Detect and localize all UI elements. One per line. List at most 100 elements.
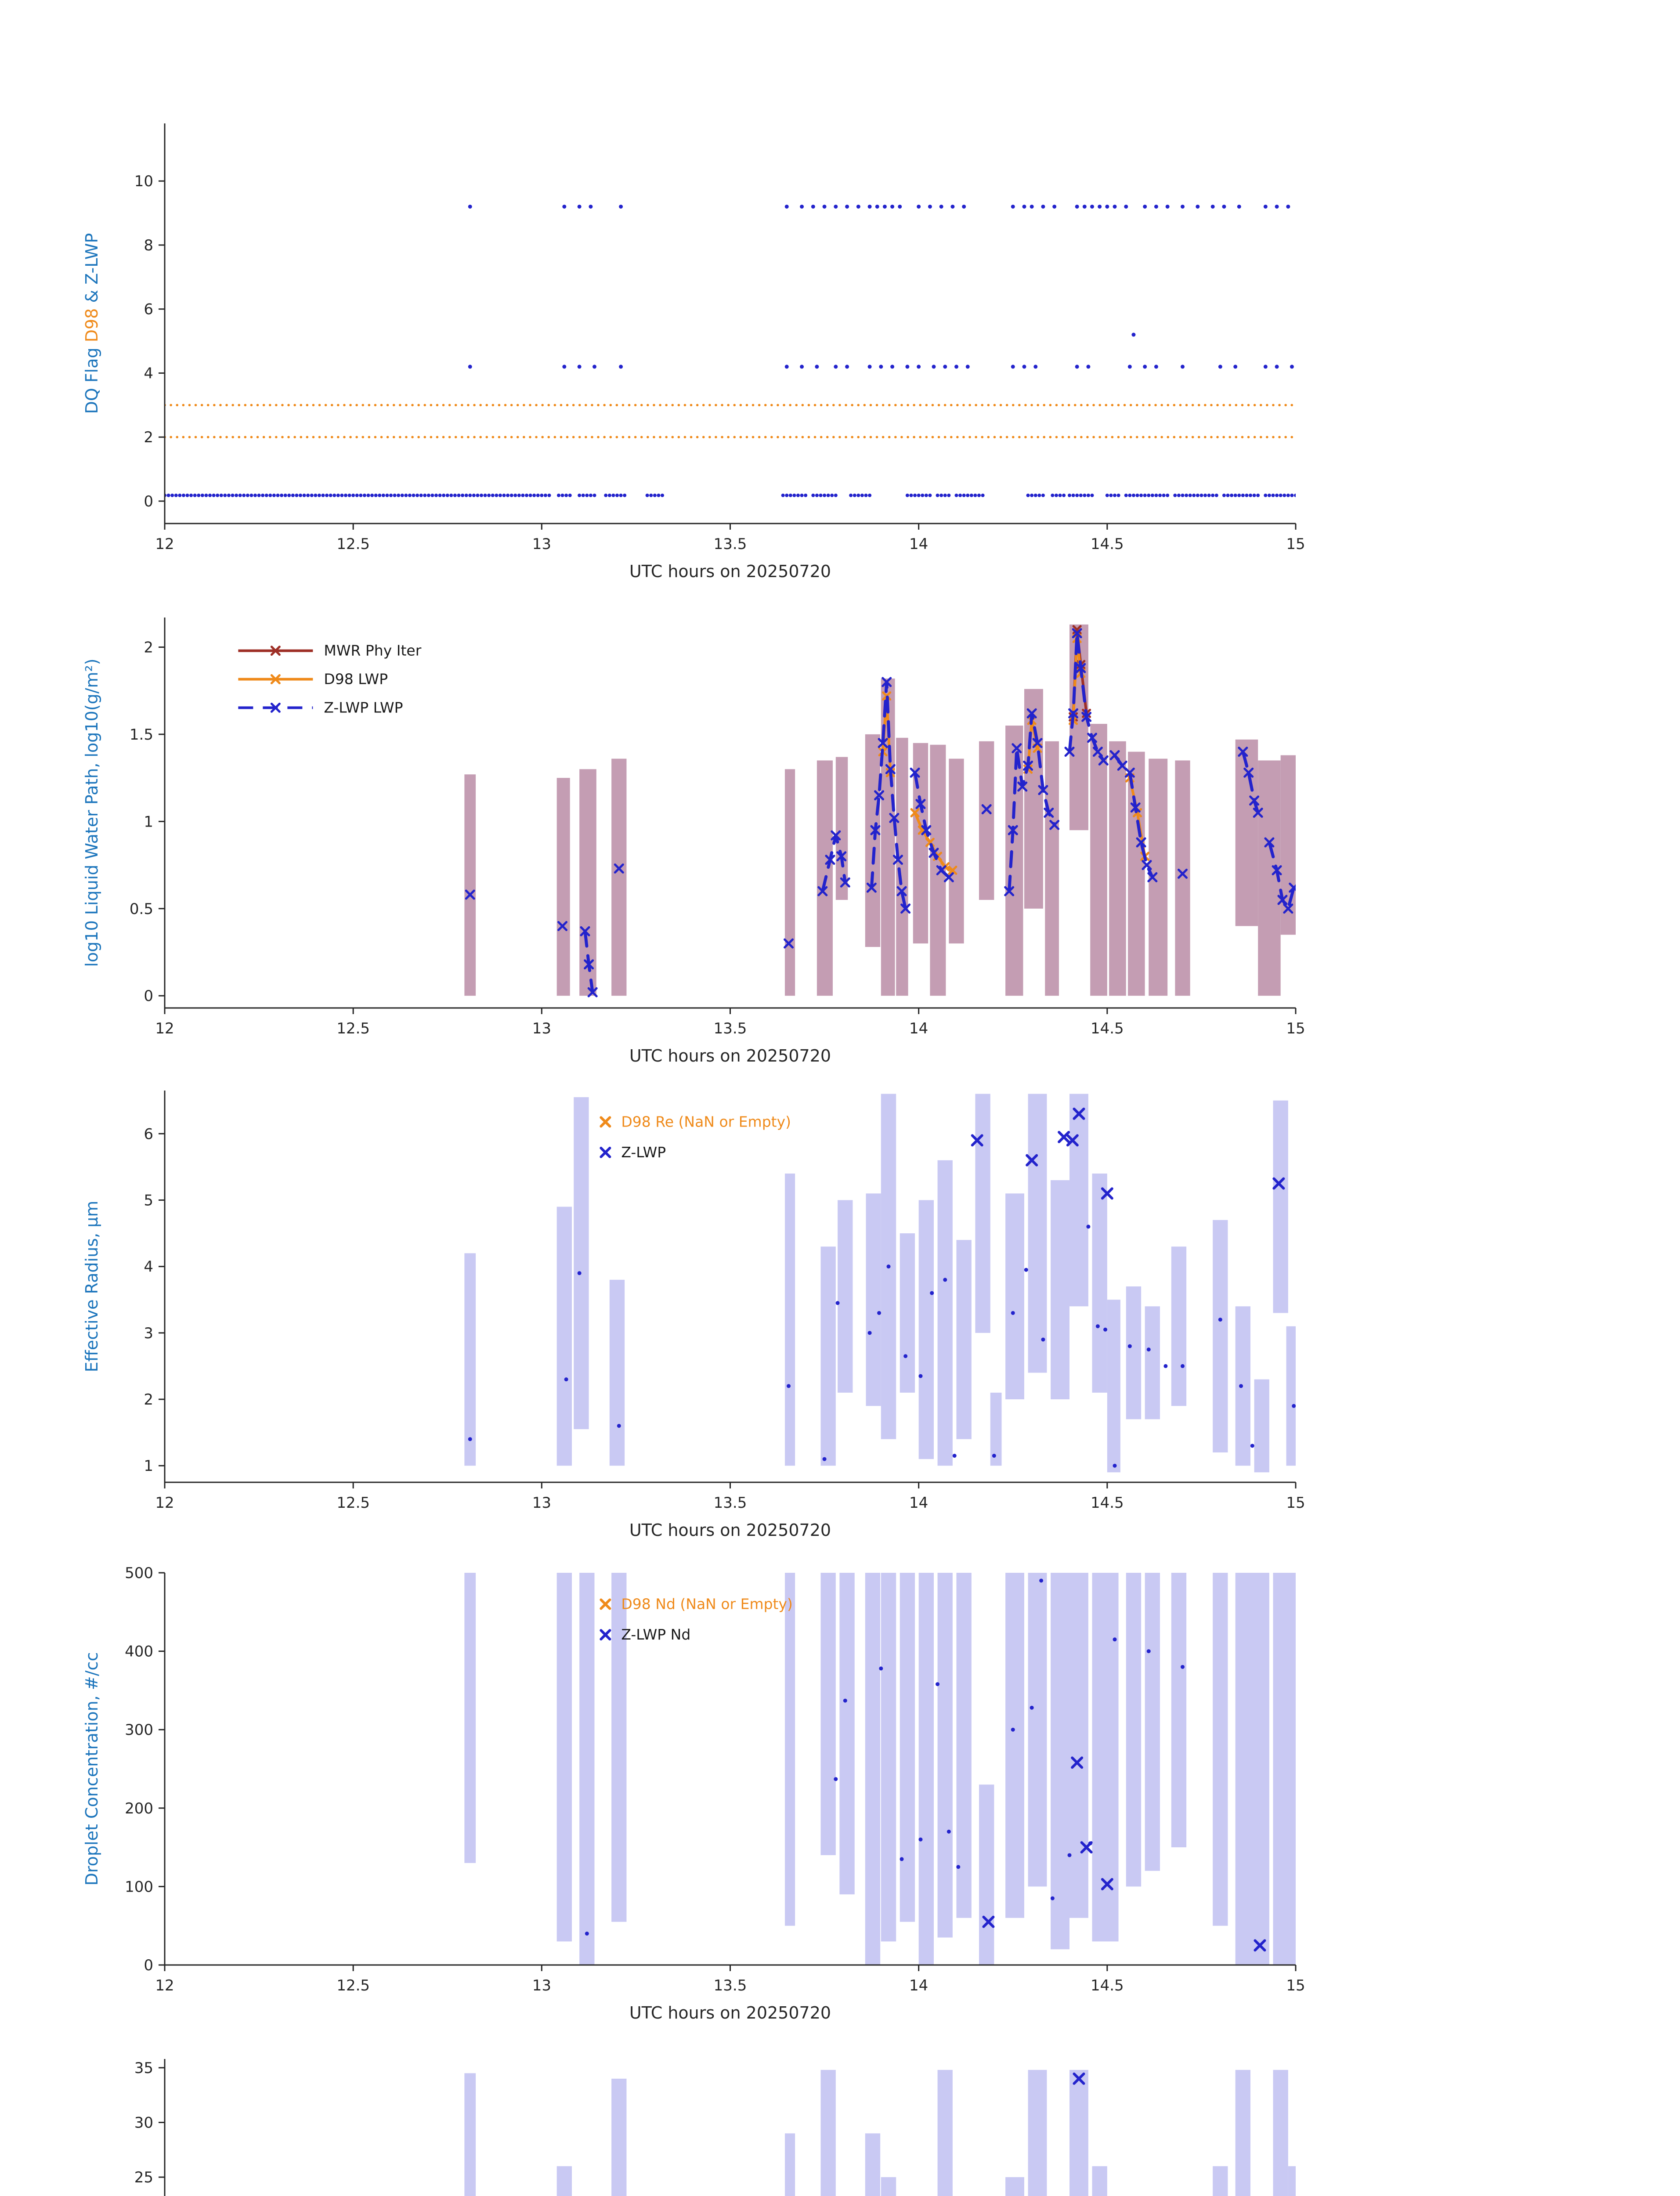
y-tick-label: 10 [134, 173, 153, 190]
y-tick-label: 8 [144, 237, 153, 254]
x-tick-label: 12.5 [336, 1977, 370, 1994]
x-tick-label: 12 [155, 535, 174, 553]
x-tick-label: 15 [1286, 1977, 1305, 1994]
droplet-concentration-uncertainty-bands [464, 1573, 1296, 1965]
y-tick-label: 5 [144, 1192, 153, 1209]
effective-radius-plot-area [464, 1094, 1296, 1473]
x-tick-label: 12.5 [336, 1020, 370, 1037]
x-tick-label: 13 [532, 535, 551, 553]
x-tick-label: 13 [532, 1977, 551, 1994]
dq-flag-dot-run-row [165, 493, 1296, 497]
optical-depth-plot-area [464, 2070, 1296, 2196]
legend-label: D98 Re (NaN or Empty) [621, 1113, 791, 1130]
optical-depth-axes [159, 2059, 166, 2196]
y-tick-label: 6 [144, 301, 153, 318]
x-tick-label: 12 [155, 1977, 174, 1994]
x-tick-label: 14 [909, 1020, 928, 1037]
y-tick-label: 30 [134, 2114, 153, 2132]
droplet-concentration-scatter [982, 1756, 1266, 1952]
y-tick-label: 2 [144, 429, 153, 446]
y-tick-label: 1.5 [130, 726, 153, 744]
optical-depth-scatter [1073, 2072, 1085, 2085]
dq-flag-xlabel: UTC hours on 20250720 [629, 562, 831, 581]
optical-depth-uncertainty-bands [464, 2070, 1296, 2196]
y-tick-label: 0 [144, 1957, 153, 1974]
lwp-legend: MWR Phy Iter D98 LWP Z-LWP LWP [238, 642, 422, 716]
y-tick-label: 0 [144, 987, 153, 1005]
lwp-xlabel: UTC hours on 20250720 [629, 1046, 831, 1065]
effective-radius-scatter [468, 1224, 1296, 1468]
dq-flag-plot-area [165, 204, 1296, 497]
lwp-plot-area [464, 624, 1296, 997]
y-tick-label: 1 [144, 1457, 153, 1475]
effective-radius-legend: D98 Re (NaN or Empty) Z-LWP [600, 1113, 791, 1161]
y-tick-label: 400 [125, 1643, 153, 1661]
dq-flag-dot-row [468, 204, 1290, 209]
x-tick-label: 14 [909, 1977, 928, 1994]
legend-label: Z-LWP LWP [324, 699, 403, 716]
lwp-uncertainty-bands [464, 624, 1296, 996]
y-tick-label: 6 [144, 1125, 153, 1143]
effective-radius-uncertainty-bands [464, 1094, 1296, 1473]
effective-radius-scatter [971, 1107, 1285, 1200]
x-tick-label: 15 [1286, 535, 1305, 553]
x-tick-label: 15 [1286, 1494, 1305, 1512]
lwp-ylabel: log10 Liquid Water Path, log10(g/m²) [82, 658, 101, 967]
lwp-series [465, 628, 1296, 997]
x-tick-label: 12.5 [336, 535, 370, 553]
panel-dq-flag: 12 12.5 13 13.5 14 14.5 15 0 2 4 6 8 10 UTC hours on … [82, 123, 1305, 581]
dq-flag-axes [159, 123, 1297, 530]
x-tick-label: 14.5 [1091, 1020, 1124, 1037]
lwp-axes [159, 618, 1297, 1014]
droplet-concentration-plot-area [464, 1573, 1296, 1965]
x-tick-label: 13 [532, 1494, 551, 1512]
y-tick-label: 35 [134, 2059, 153, 2077]
dq-flag-ylabel: DQ Flag D98 & Z-LWP [82, 233, 101, 414]
y-tick-label: 200 [125, 1800, 153, 1817]
effective-radius-axes [159, 1091, 1297, 1488]
dq-flag-scatter [1131, 332, 1136, 337]
x-tick-label: 13.5 [714, 1020, 747, 1037]
effective-radius-xlabel: UTC hours on 20250720 [629, 1521, 831, 1540]
droplet-concentration-axes [159, 1572, 1297, 1971]
x-tick-label: 13.5 [714, 1494, 747, 1512]
y-tick-label: 25 [134, 2169, 153, 2186]
x-tick-label: 13 [532, 1020, 551, 1037]
x-tick-label: 12 [155, 1020, 174, 1037]
x-tick-label: 12.5 [336, 1494, 370, 1512]
legend-label: MWR Phy Iter [324, 642, 421, 659]
y-tick-label: 300 [125, 1721, 153, 1739]
x-tick-label: 14 [909, 535, 928, 553]
y-tick-label: 2 [144, 1391, 153, 1409]
x-tick-label: 14.5 [1091, 1977, 1124, 1994]
y-tick-label: 0 [144, 493, 153, 510]
x-tick-label: 13.5 [714, 535, 747, 553]
y-tick-label: 1 [144, 813, 153, 831]
x-tick-label: 15 [1286, 1020, 1305, 1037]
effective-radius-ylabel: Effective Radius, μm [82, 1201, 101, 1372]
y-tick-label: 3 [144, 1325, 153, 1342]
panel-lwp: 12 12.5 13 13.5 14 14.5 15 0 0.5 1 1.5 2 UTC hours o… [82, 618, 1305, 1065]
legend-label: D98 Nd (NaN or Empty) [621, 1595, 793, 1612]
droplet-concentration-ylabel: Droplet Concentration, #/cc [82, 1652, 101, 1886]
y-tick-label: 500 [125, 1564, 153, 1582]
y-tick-label: 2 [144, 639, 153, 656]
legend-label: Z-LWP Nd [621, 1626, 690, 1643]
legend-label: D98 LWP [324, 670, 388, 687]
x-tick-label: 13.5 [714, 1977, 747, 1994]
x-tick-label: 14 [909, 1494, 928, 1512]
y-tick-label: 4 [144, 365, 153, 382]
panel-droplet-concentration: 12 12.5 13 13.5 14 14.5 15 0 100 200 300 400 500 UTC … [82, 1564, 1305, 2023]
legend-label: Z-LWP [621, 1144, 666, 1161]
droplet-concentration-legend: D98 Nd (NaN or Empty) Z-LWP Nd [600, 1595, 793, 1643]
x-tick-label: 14.5 [1091, 1494, 1124, 1512]
droplet-concentration-xlabel: UTC hours on 20250720 [629, 2003, 831, 2023]
dq-flag-dot-row [468, 365, 1294, 369]
x-tick-label: 12 [155, 1494, 174, 1512]
y-tick-label: 100 [125, 1878, 153, 1896]
y-tick-label: 0.5 [130, 900, 153, 918]
